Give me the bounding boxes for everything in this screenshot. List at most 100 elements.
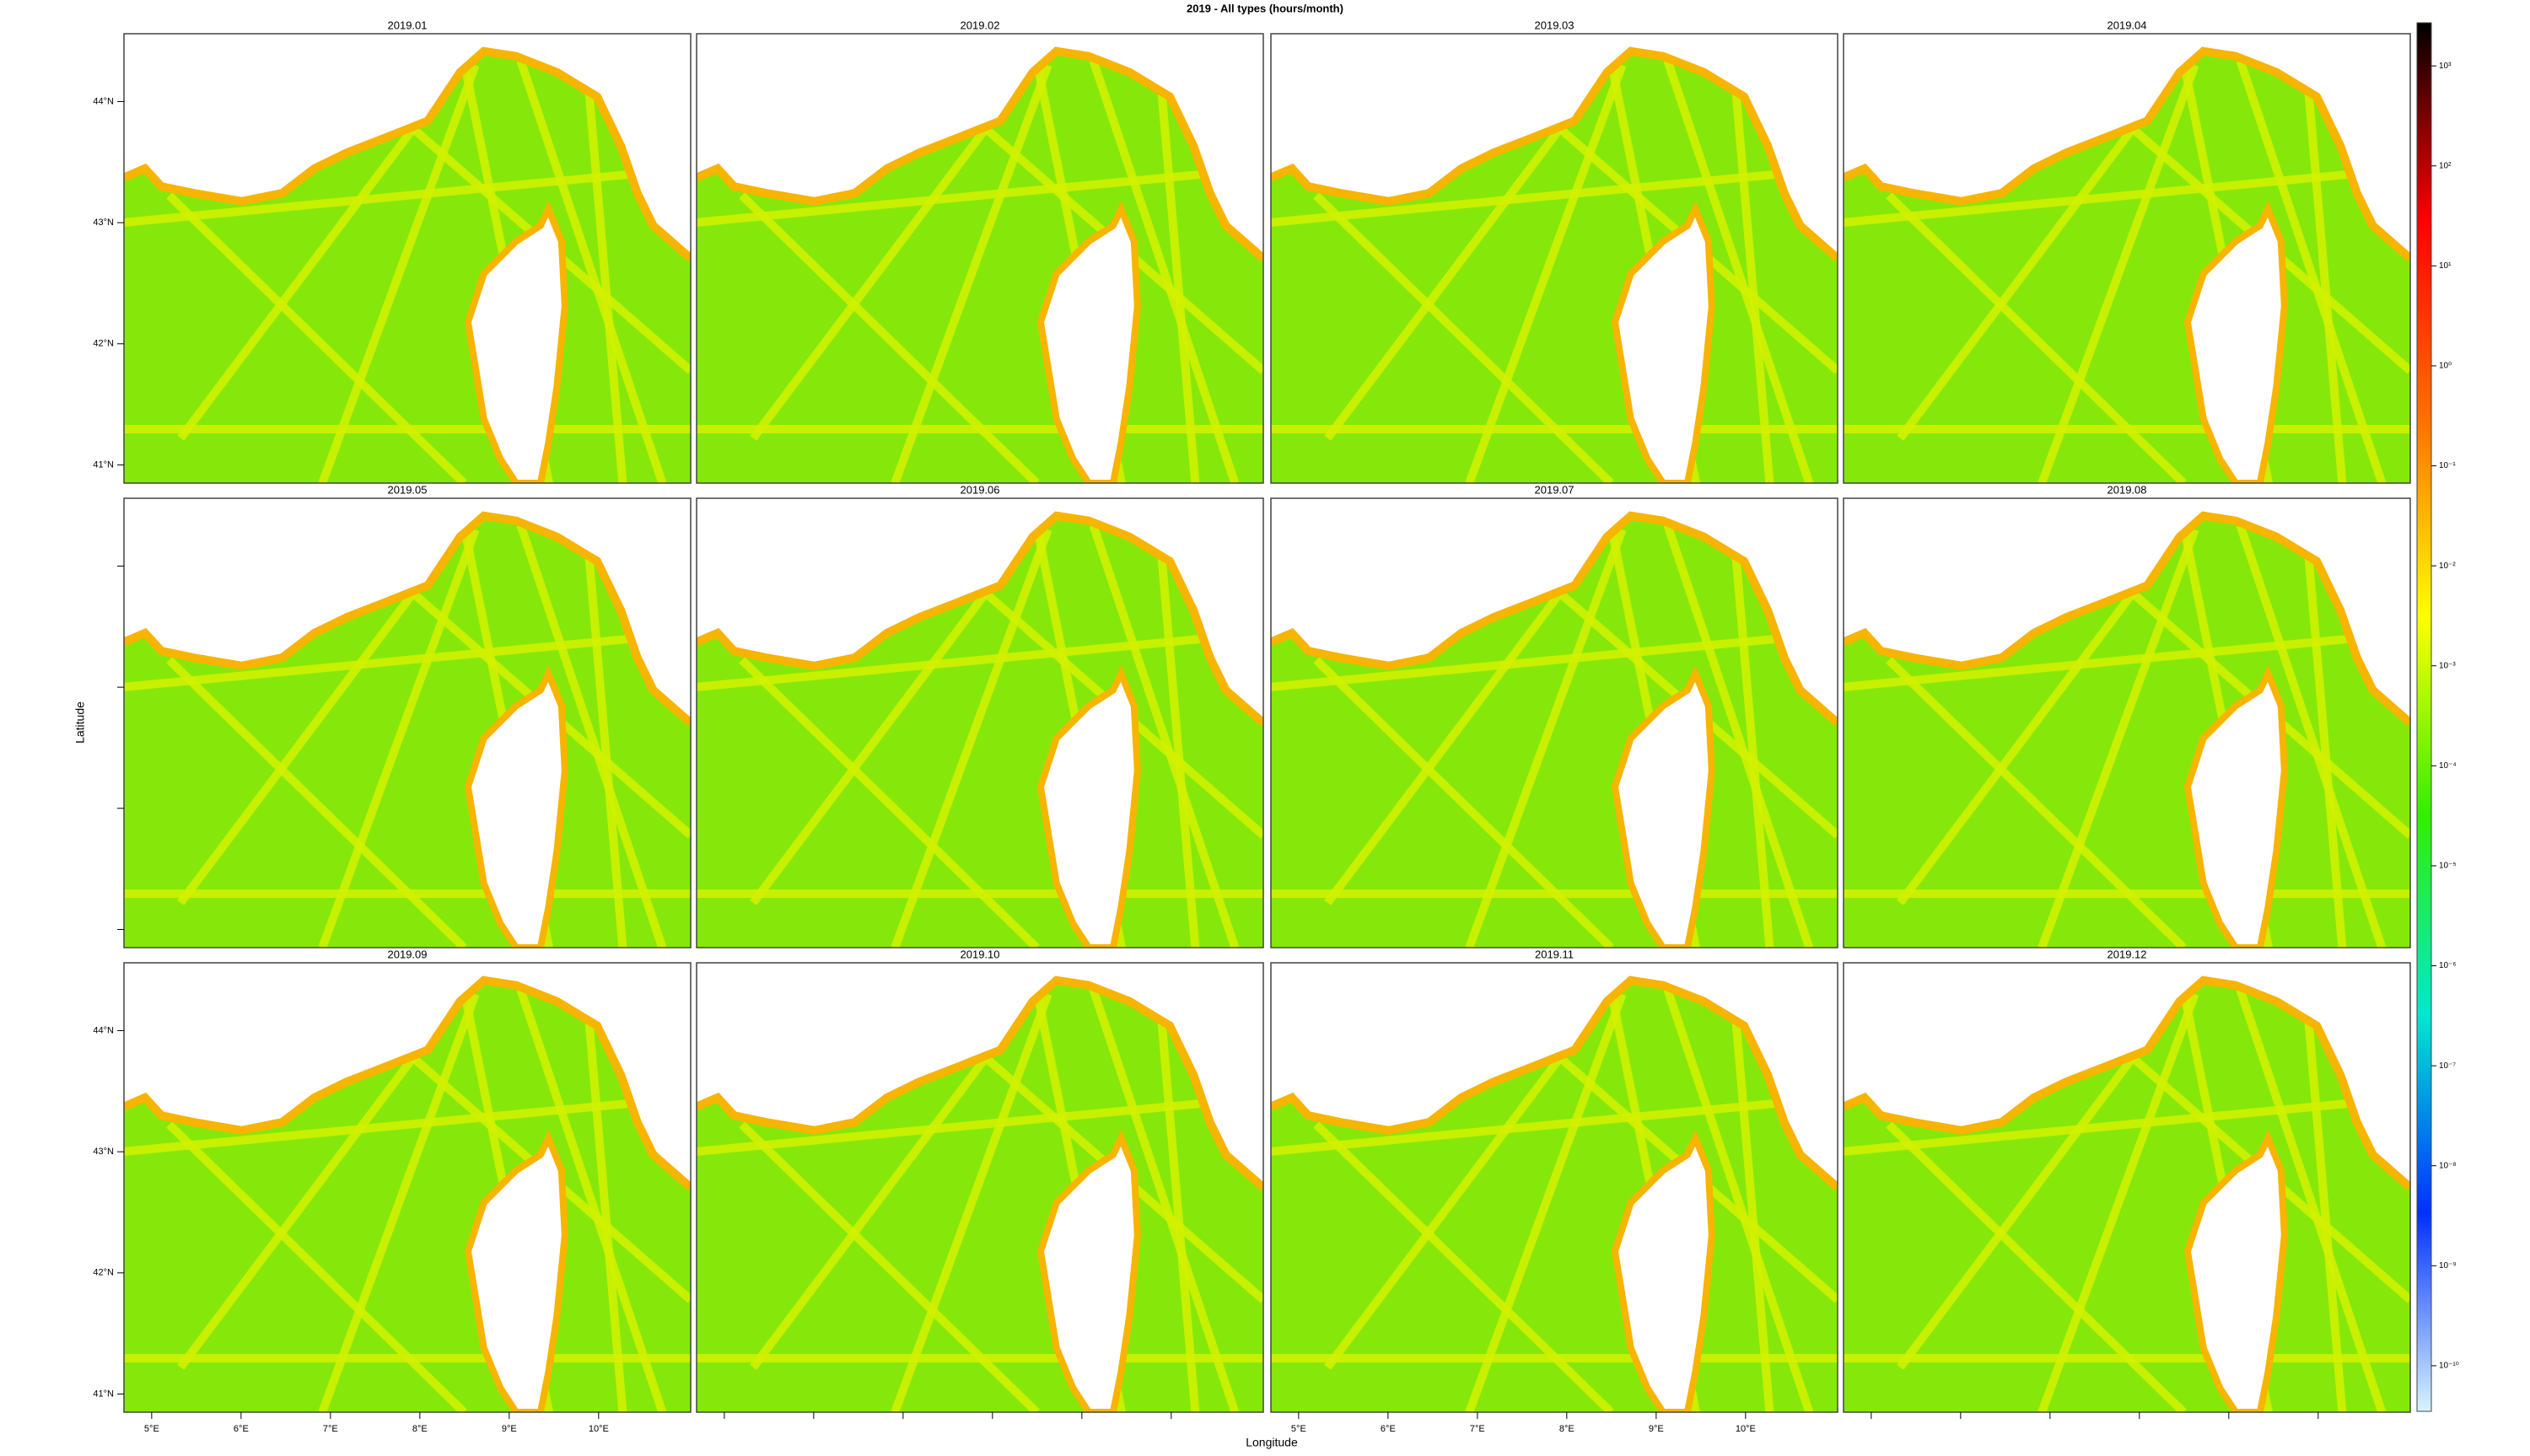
corsica [464,664,568,948]
shipping-lane [1731,87,1774,483]
shipping-lane [1089,988,1240,1412]
panel-title: 2019.06 [961,483,1000,496]
shipping-lane [166,657,467,948]
x-tick-label: 8°E [412,1424,428,1434]
shipping-lane [2236,524,2387,948]
shipping-lane [891,63,1052,483]
panel-frame [1843,962,2411,1413]
shipping-lane [318,528,480,948]
panel-frame [696,962,1264,1413]
panel-frame [1843,497,2411,948]
x-tick-label: 7°E [323,1424,338,1434]
land [1844,34,2410,259]
y-axis-label: Latitude [73,701,87,744]
map-layer [1271,34,1838,483]
shipping-lane [584,1016,627,1412]
corsica [2183,1129,2288,1412]
land [1271,963,1838,1188]
shipping-lane [1313,192,1614,483]
map-layer [124,963,691,1412]
shipping-lane [2037,63,2199,483]
coastline [124,511,691,727]
map-panel: 2019.03 [1270,19,1838,484]
panel-title: 2019.03 [1535,19,1575,31]
land [124,34,691,259]
x-tick-label: 7°E [1470,1424,1485,1434]
y-tick-label: 44°N [93,96,114,106]
shipping-lane [1157,551,1200,948]
shipping-lane [1663,524,1814,948]
land [1271,34,1838,259]
panel-frame [696,33,1264,484]
shipping-lane [1157,87,1200,483]
shipping-lane [318,63,480,483]
corsica [464,200,568,483]
map-layer [124,498,691,948]
land [697,963,1263,1188]
y-tick-label: 42°N [93,339,114,349]
colorbar-tick-label: 10⁻⁴ [2439,761,2457,771]
map-layer [1844,34,2410,483]
colorbar [2416,22,2432,1412]
panel-title: 2019.11 [1535,948,1574,960]
panel-title: 2019.08 [2107,483,2147,496]
colorbar-tick-label: 10⁻¹⁰ [2439,1362,2459,1371]
shipping-lane [739,1121,1040,1412]
shipping-lane [1731,1016,1774,1412]
map-panel: 2019.05 [117,483,692,948]
corsica [1611,1129,1715,1412]
panel-frame [1270,33,1838,484]
corsica [1036,200,1141,483]
map-panel: 2019.06 [696,483,1264,948]
map-layer [1844,963,2410,1412]
map-panel: 2019.01 41°N 42°N 43°N 44°N [93,19,692,484]
shipping-lane [1886,657,2187,948]
colorbar-tick-label: 10⁻³ [2439,661,2456,670]
y-tick-label: 43°N [93,1147,114,1157]
x-tick-label: 6°E [1381,1424,1396,1434]
coastline [1271,46,1838,262]
map-panel: 2019.07 [1270,483,1838,948]
shipping-lane [739,192,1040,483]
shipping-lane [2236,988,2387,1412]
map-layer [697,498,1263,948]
x-tick-label: 5°E [144,1424,159,1434]
x-tick-label: 9°E [1649,1424,1664,1434]
coastline [697,511,1263,727]
panel-title: 2019.05 [388,483,428,496]
coastline [697,975,1263,1191]
shipping-lane [1465,528,1627,948]
shipping-lane [1157,1016,1200,1412]
y-tick-label: 42°N [93,1268,114,1278]
shipping-lane [1886,192,2187,483]
map-panel: 2019.11 5°E 6°E 7°E 8°E 9°E 10°E [1270,948,1838,1434]
shipping-lane [1886,1121,2187,1412]
corsica [1611,664,1715,948]
shipping-lane [516,988,667,1412]
shipping-lane [1089,524,1240,948]
land [124,963,691,1188]
coastline [697,46,1263,262]
corsica [1036,664,1141,948]
colorbar-tick-label: 10³ [2439,62,2452,71]
shipping-lane [2037,528,2199,948]
shipping-lane [584,551,627,948]
x-axis-label: Longitude [1246,1436,1298,1449]
shipping-lane [1663,988,1814,1412]
shipping-lane [2236,59,2387,483]
map-layer [1271,963,1838,1412]
panel-title: 2019.02 [961,19,1000,31]
panel-frame [696,497,1264,948]
colorbar-tick-label: 10⁰ [2439,362,2452,371]
map-layer [1271,498,1838,948]
y-tick-label: 41°N [93,459,114,470]
panel-title: 2019.01 [388,19,428,31]
shipping-lane [1089,59,1240,483]
land [697,498,1263,723]
shipping-lane [2037,992,2199,1412]
colorbar-tick-label: 10⁻⁶ [2439,961,2457,970]
map-layer [124,34,691,483]
panel-frame [1843,33,2411,484]
corsica [2183,664,2288,948]
coastline [1844,511,2410,727]
